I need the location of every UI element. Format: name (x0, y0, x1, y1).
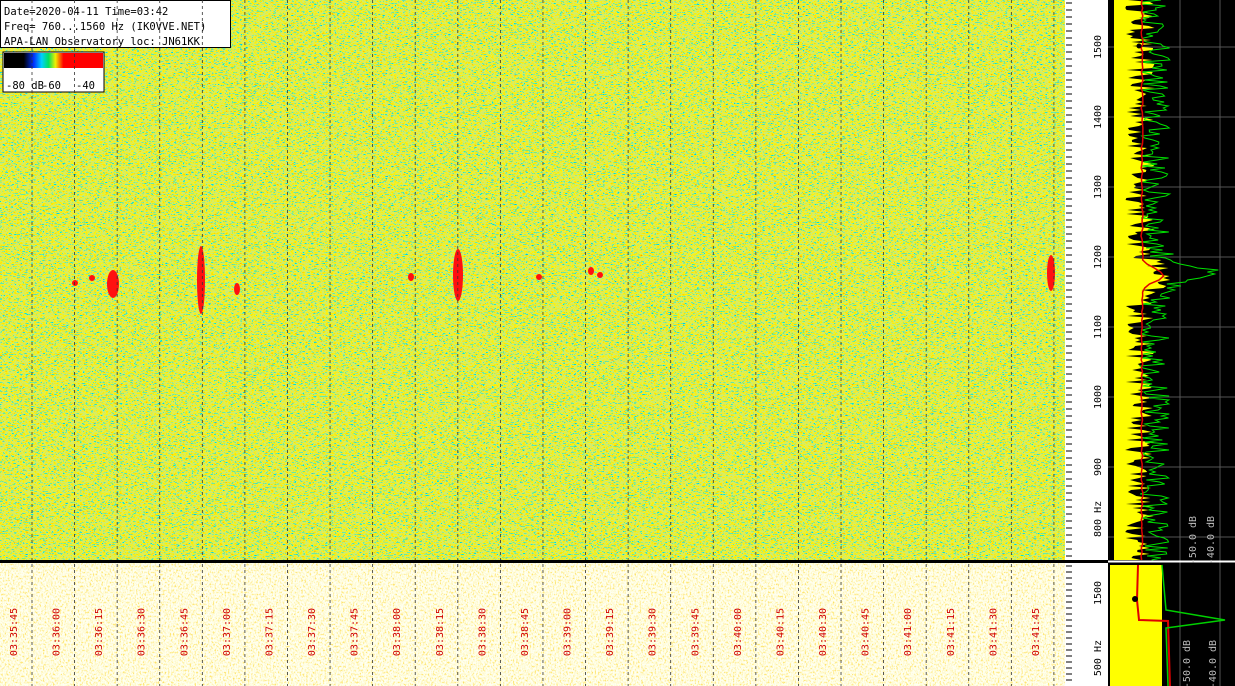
time-label: 03:37:45 (350, 608, 361, 656)
time-label: 03:36:30 (137, 608, 148, 656)
colorbar-label: -40 (76, 80, 95, 92)
average-trace (1140, 0, 1165, 561)
time-label: 03:37:30 (307, 608, 318, 656)
colorbar-label: -60 (42, 80, 61, 92)
frequency-label: 800 Hz (1093, 501, 1104, 537)
time-label: 03:38:30 (477, 608, 488, 656)
time-label: 03:35:45 (9, 608, 20, 656)
spectrum-fill (1114, 0, 1171, 560)
frequency-label: 1000 (1093, 385, 1104, 409)
marker (1132, 596, 1138, 602)
time-label: 03:37:15 (264, 608, 275, 656)
lower-average (1135, 564, 1171, 686)
time-label: 03:38:15 (435, 608, 446, 656)
time-label: 03:36:15 (94, 608, 105, 656)
lower-trace (1161, 564, 1226, 686)
db-label: -50.0 dB (1182, 640, 1193, 686)
time-label: 03:39:15 (605, 608, 616, 656)
lower-waterfall (0, 563, 1065, 686)
lower-spectrum-fill (1110, 565, 1162, 686)
frequency-label: 1400 (1093, 105, 1104, 129)
time-label: 03:38:00 (392, 608, 403, 656)
info-line: APA-LAN Observatory loc: JN61KK (4, 36, 201, 48)
frequency-label: 1500 (1093, 35, 1104, 59)
time-label: 03:39:30 (648, 608, 659, 656)
frequency-label: 1300 (1093, 175, 1104, 199)
time-label: 03:40:15 (775, 608, 786, 656)
db-label: -40.0 dB (1206, 516, 1217, 564)
time-label: 03:41:00 (903, 608, 914, 656)
frequency-label: 1200 (1093, 245, 1104, 269)
time-label: 03:36:00 (52, 608, 63, 656)
meteor-echoes (72, 246, 1055, 314)
colorbar (4, 53, 103, 68)
info-line: Freq= 760...1560 Hz (IK0VVE.NET) (4, 21, 206, 33)
time-label: 03:37:00 (222, 608, 233, 656)
time-label: 03:40:00 (733, 608, 744, 656)
spectrum-traces (1108, 0, 1235, 686)
frequency-label: 1100 (1093, 315, 1104, 339)
waterfall (0, 0, 1065, 560)
lower-frequency-label: 1500 (1093, 581, 1104, 605)
db-label: -40.0 dB (1208, 640, 1219, 686)
time-label: 03:41:30 (988, 608, 999, 656)
lower-frequency-label: 500 Hz (1093, 640, 1104, 676)
db-label: -50.0 dB (1188, 516, 1199, 564)
colorbar-label: -80 dB (6, 80, 44, 92)
marker (1136, 43, 1142, 49)
time-label: 03:41:15 (946, 608, 957, 656)
frequency-scale-column (1065, 0, 1108, 686)
time-label: 03:40:45 (861, 608, 872, 656)
time-label: 03:39:45 (690, 608, 701, 656)
info-line: Date=2020-04-11 Time=03:42 (4, 6, 168, 18)
time-label: 03:39:00 (563, 608, 574, 656)
time-label: 03:41:45 (1031, 608, 1042, 656)
spectrum-trace (1138, 0, 1219, 561)
info-box (0, 0, 231, 48)
frequency-label: 900 (1093, 458, 1104, 476)
time-label: 03:40:30 (818, 608, 829, 656)
time-label: 03:36:45 (179, 608, 190, 656)
time-label: 03:38:45 (520, 608, 531, 656)
